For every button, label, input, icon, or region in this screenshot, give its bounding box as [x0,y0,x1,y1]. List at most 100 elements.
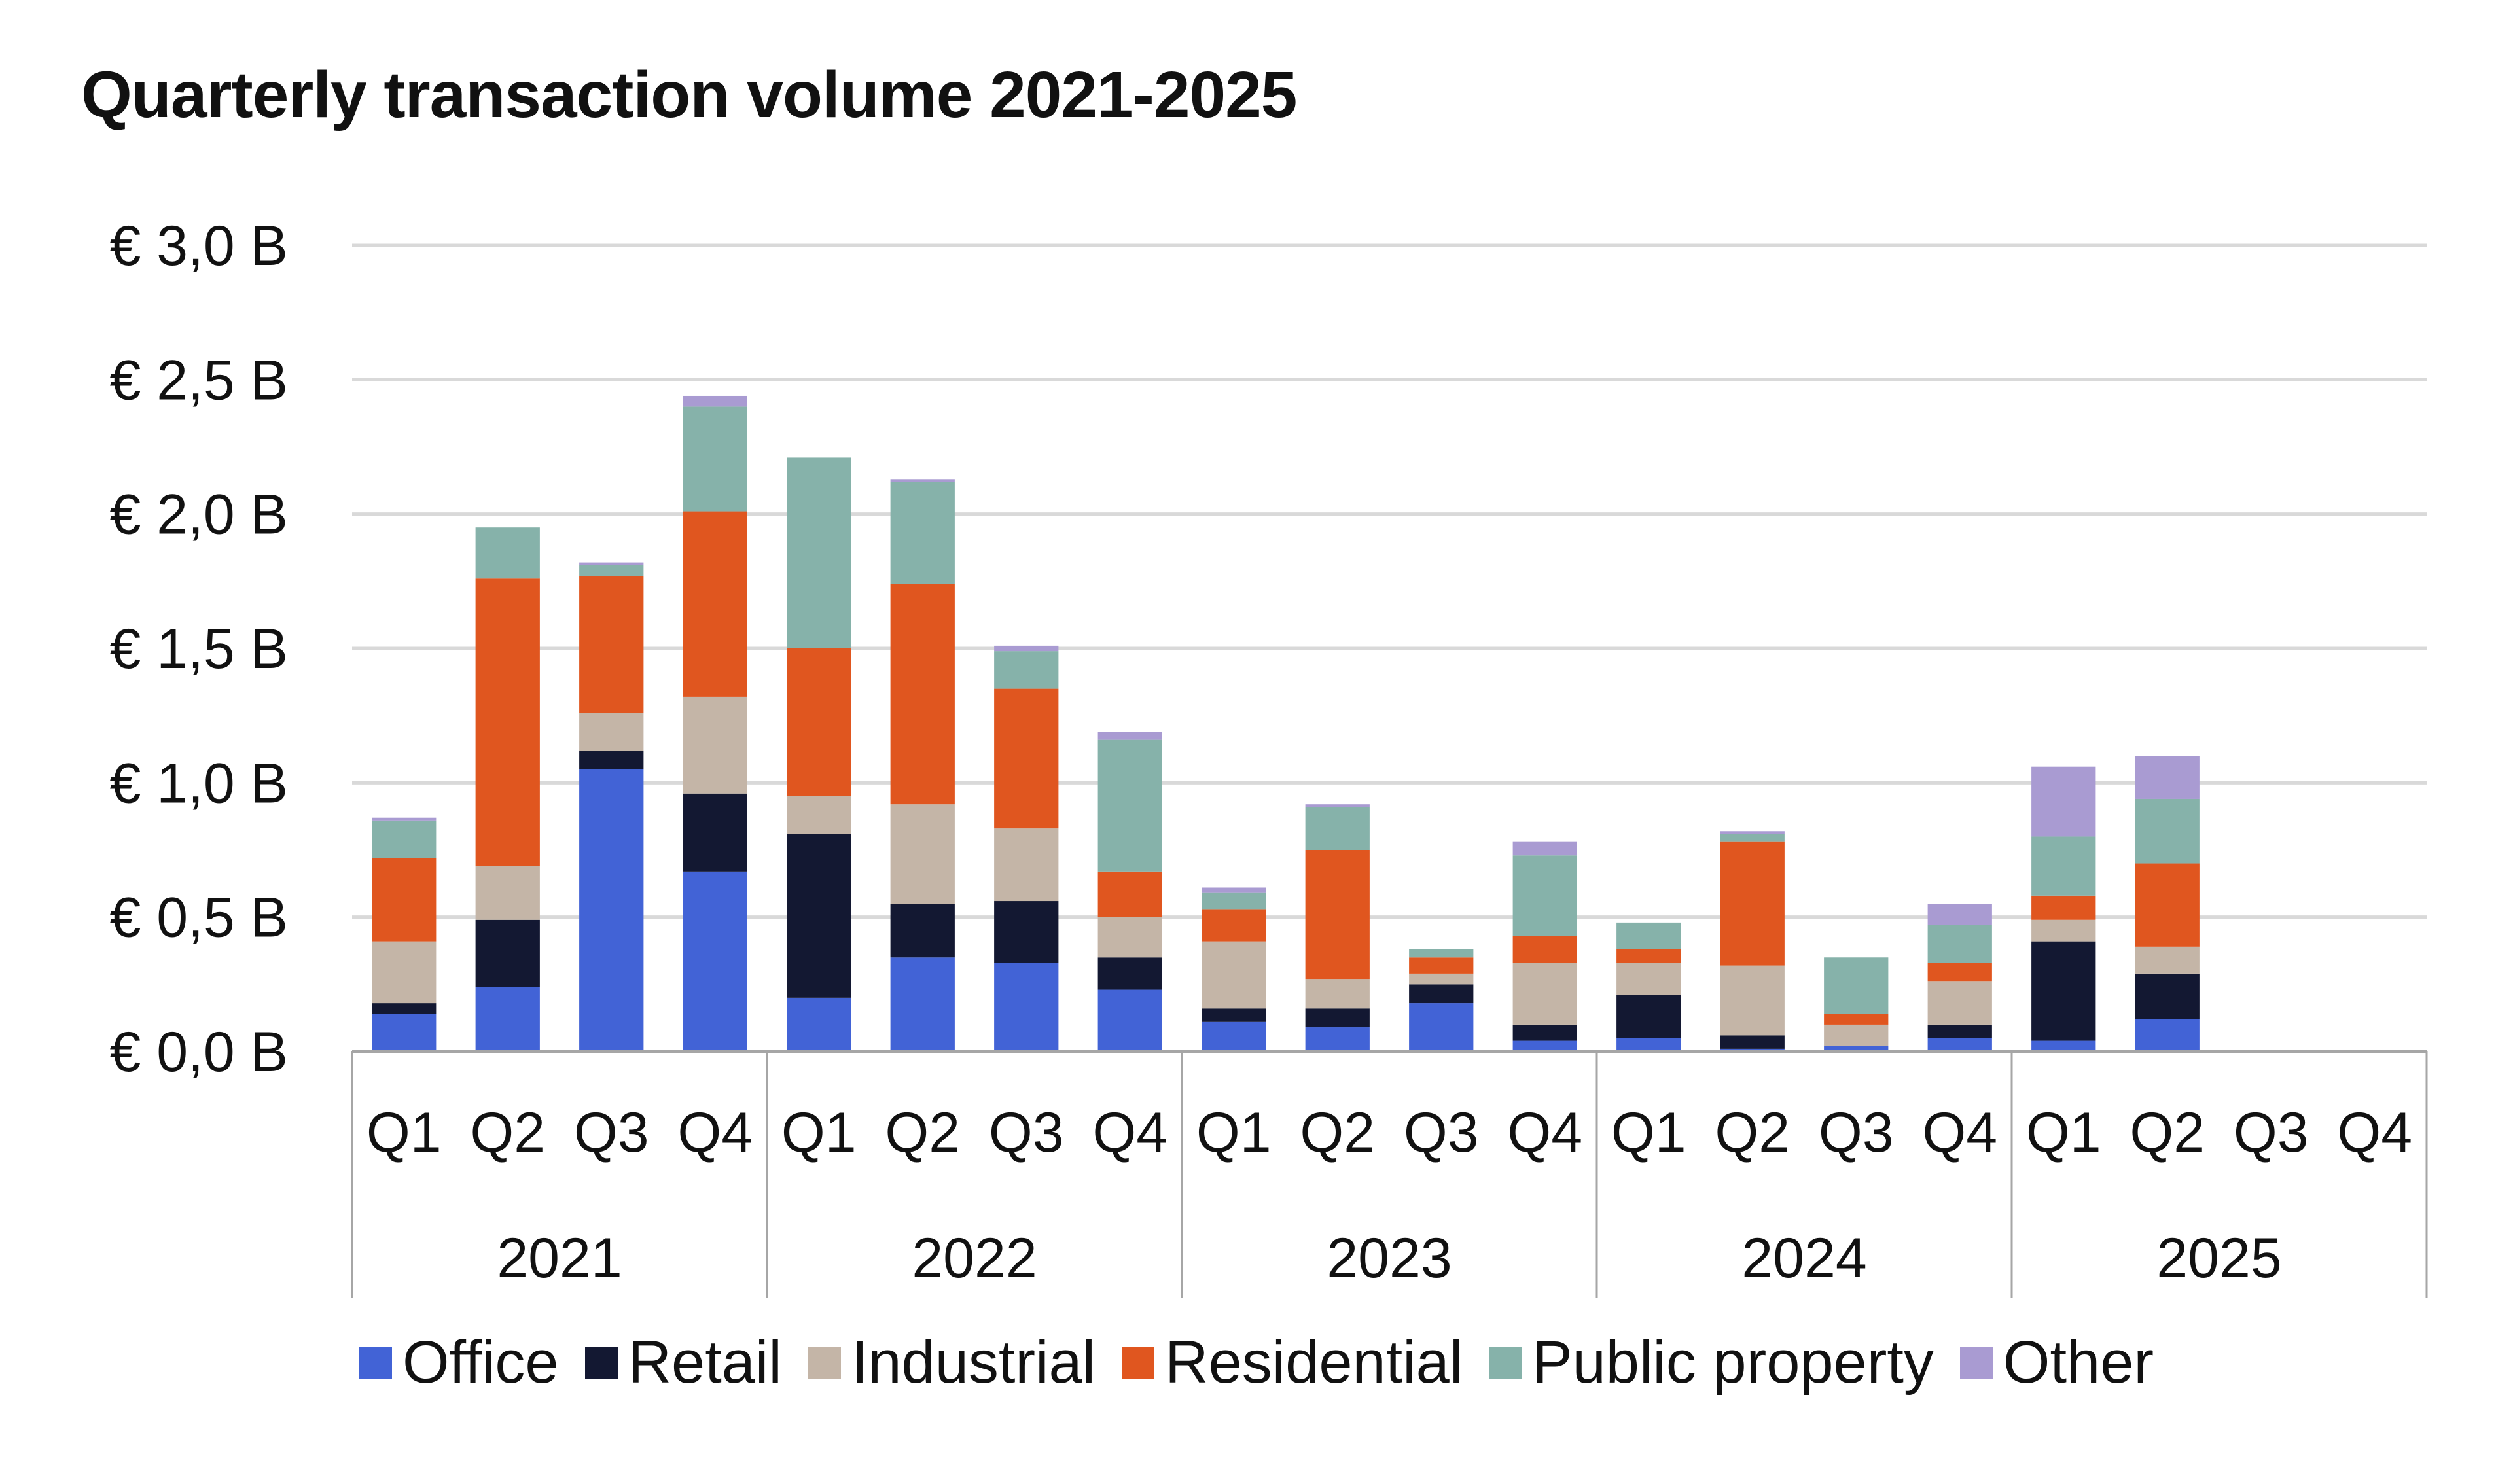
bar-segment-retail [579,751,644,769]
bar-segment-industrial [1202,941,1266,1009]
bar-segment-industrial [1512,963,1577,1025]
bar-segment-residential [2031,895,2096,920]
bar-segment-office [1824,1046,1889,1051]
bar-segment-industrial [1409,973,1474,985]
bar-segment-public-property [1927,925,1992,963]
bar-segment-other [1927,904,1992,925]
x-tick-label: Q1 [1611,1101,1686,1164]
x-tick-label: Q3 [1819,1101,1894,1164]
bar-segment-office [1720,1048,1785,1051]
bar-segment-office [1409,1003,1474,1051]
bar-segment-residential [2135,863,2200,947]
bar-segment-industrial [1824,1024,1889,1046]
bar-segment-public-property [1616,922,1681,949]
bar-segment-office [475,987,540,1051]
bar-segment-retail [1305,1008,1370,1028]
bar-segment-other [1097,732,1162,740]
bar-segment-other [1720,831,1785,834]
bar-segment-public-property [1202,892,1266,910]
bar-segment-other [683,395,747,407]
legend-label: Other [2003,1329,2154,1396]
y-tick-label: € 0,0 B [109,1021,288,1084]
bar-segment-retail [1720,1035,1785,1049]
x-tick-label: Q2 [2130,1101,2205,1164]
legend-item: Public property [1489,1328,1934,1397]
bar-segment-office [1616,1038,1681,1051]
x-tick-label: Q2 [470,1101,545,1164]
bar-segment-public-property [683,406,747,512]
bar-segment-retail [2031,941,2096,1041]
bar-segment-public-property [1512,855,1577,936]
bar-segment-industrial [2031,919,2096,942]
x-tick-label: Q4 [677,1101,753,1164]
x-tick-label: Q1 [366,1101,442,1164]
bar-segment-industrial [2135,946,2200,974]
legend-swatch [1489,1346,1522,1379]
legend-swatch [359,1346,392,1379]
legend-item: Industrial [808,1328,1096,1397]
bar-segment-industrial [683,696,747,794]
x-tick-label: Q1 [2026,1101,2101,1164]
bar-segment-retail [2135,973,2200,1019]
bar-segment-public-property [2031,836,2096,896]
y-tick-label: € 3,0 B [109,215,288,277]
x-tick-label: Q3 [1404,1101,1479,1164]
x-tick-label: Q4 [1922,1101,1997,1164]
y-tick-label: € 0,5 B [109,887,288,949]
legend-item: Office [359,1328,559,1397]
legend-swatch [1959,1346,1993,1379]
legend-swatch [1122,1346,1155,1379]
bar-segment-residential [372,858,437,942]
bar-segment-office [1202,1021,1266,1051]
bar-segment-industrial [1927,981,1992,1025]
bar-segment-office [890,957,955,1051]
gridlines [352,243,2427,919]
chart-title: Quarterly transaction volume 2021-2025 [81,58,1297,132]
bar-segment-retail [1927,1024,1992,1038]
bar-segment-public-property [787,457,851,648]
bar-segment-residential [1305,850,1370,980]
bar-segment-industrial [475,866,540,920]
bar-segment-retail [372,1003,437,1014]
legend-label: Industrial [851,1329,1096,1396]
x-tick-label: Q2 [1300,1101,1375,1164]
bar-segment-industrial [1720,965,1785,1036]
bar-segment-office [787,997,851,1051]
bar-segment-public-property [1409,949,1474,958]
x-tick-label: Q4 [1507,1101,1582,1164]
bar-segment-office [683,871,747,1051]
bar-segment-public-property [1097,739,1162,872]
bar-segment-public-property [890,482,955,584]
bar-segment-industrial [579,713,644,751]
x-tick-label: Q1 [1196,1101,1272,1164]
bar-segment-retail [1202,1008,1266,1022]
bar-segment-other [1512,841,1577,856]
bar-segment-other [2135,756,2200,799]
legend-swatch [808,1346,841,1379]
bar-segment-public-property [994,651,1059,689]
legend-swatch [584,1346,618,1379]
bar-segment-retail [1409,984,1474,1004]
bar-segment-retail [994,901,1059,963]
bar-segment-office [1097,989,1162,1051]
bar-segment-residential [1616,949,1681,963]
bar-segment-residential [475,578,540,866]
bar-segment-retail [890,904,955,958]
bar-segment-retail [1616,995,1681,1038]
x-tick-label: Q2 [885,1101,960,1164]
bar-segment-retail [683,793,747,872]
bar-segment-office [372,1014,437,1051]
bar-segment-office [1512,1040,1577,1051]
bar-segment-industrial [1616,963,1681,995]
bar-segment-residential [1409,957,1474,974]
x-tick-label: Q3 [2234,1101,2309,1164]
y-tick-label: € 1,0 B [109,752,288,815]
bar-segment-office [579,769,644,1051]
x-group-label: 2022 [912,1227,1037,1290]
x-group-label: 2024 [1741,1227,1866,1290]
x-tick-label: Q2 [1715,1101,1790,1164]
legend-item: Retail [584,1328,782,1397]
bars [372,395,2200,1051]
bar-segment-residential [787,648,851,796]
bar-segment-residential [1097,871,1162,917]
